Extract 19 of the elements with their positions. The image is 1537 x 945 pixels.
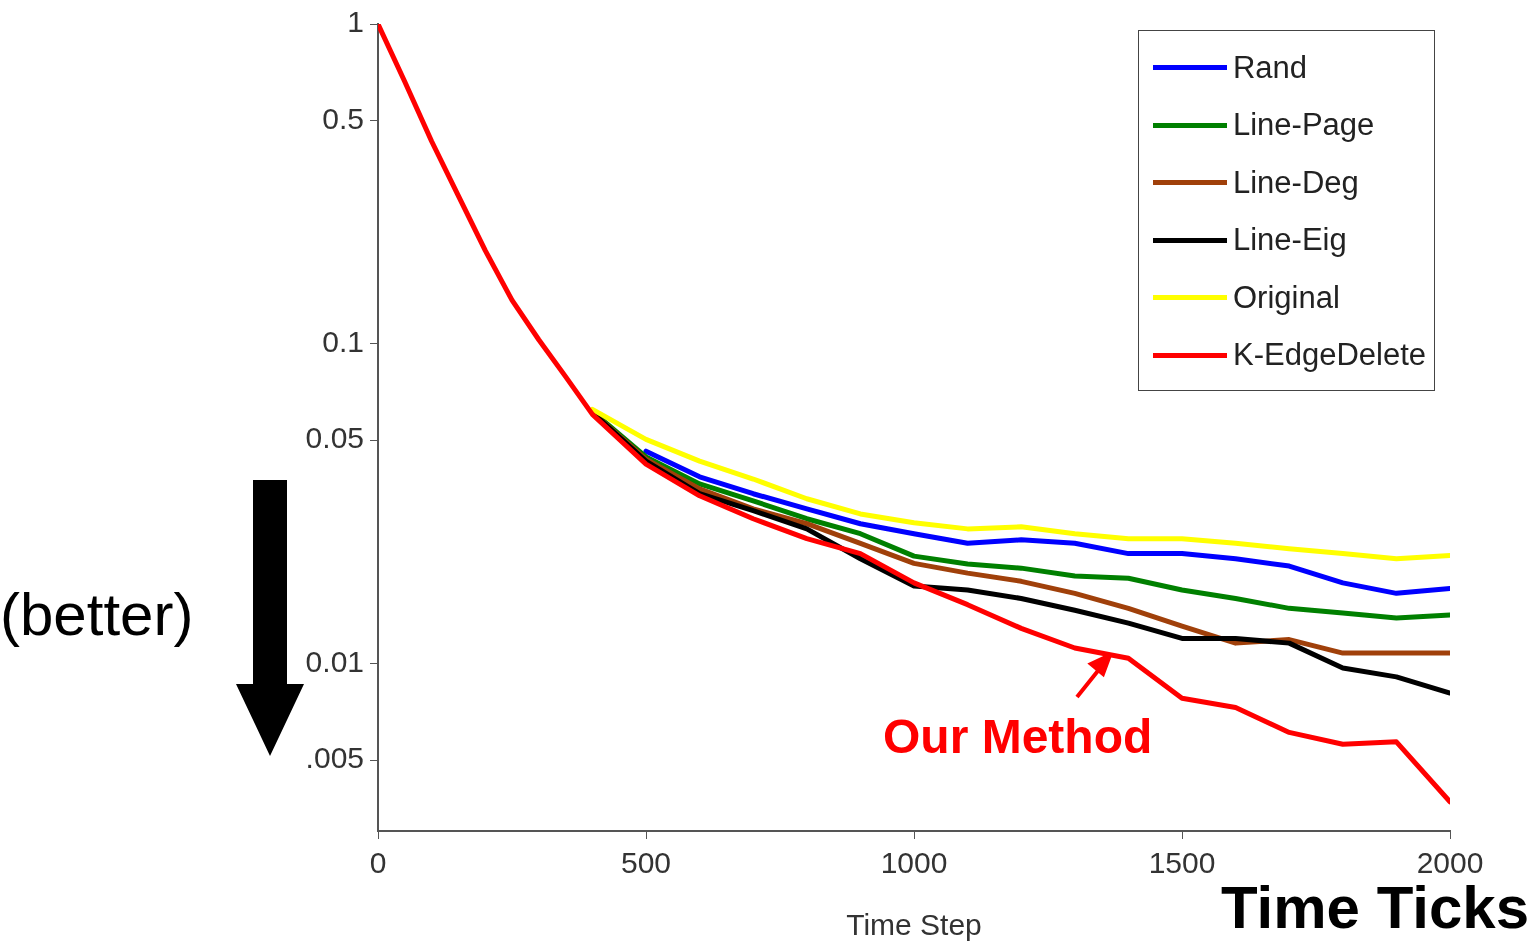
x-tick-label: 500 xyxy=(620,846,672,880)
x-tick-label: 0 xyxy=(369,846,387,880)
legend-label: Line-Deg xyxy=(1232,164,1359,201)
y-tick-label: 0.5 xyxy=(322,101,364,135)
legend-label: K-EdgeDelete xyxy=(1232,337,1426,374)
x-tick-label: 1000 xyxy=(880,846,948,880)
x-tick-label: 1500 xyxy=(1148,846,1216,880)
y-tick-label: 1 xyxy=(347,5,364,39)
y-tick-label: 0.01 xyxy=(305,645,364,679)
text: (better) xyxy=(0,581,194,648)
legend-label: Original xyxy=(1232,279,1340,316)
x-axis-title: Time Step xyxy=(846,908,982,942)
y-tick-label: 0.05 xyxy=(305,421,364,455)
legend-label: Line-Page xyxy=(1232,107,1375,144)
annotation: Our Method xyxy=(883,709,1153,763)
legend-label: Rand xyxy=(1232,49,1308,86)
legend-label: Line-Eig xyxy=(1232,222,1347,259)
y-tick-label: 0.1 xyxy=(322,325,364,359)
y-tick-label: .005 xyxy=(305,741,364,775)
